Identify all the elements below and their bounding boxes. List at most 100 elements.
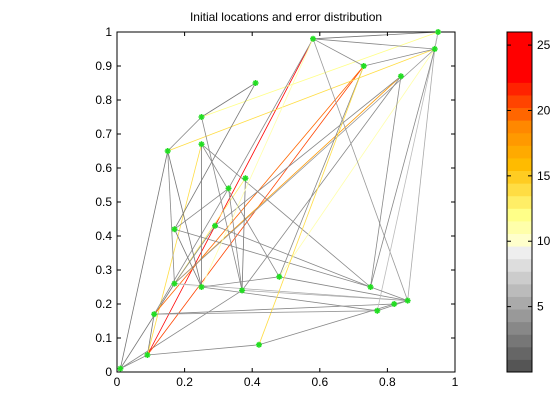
colorbar-segment: [507, 107, 532, 121]
data-point: [431, 46, 438, 52]
data-point-stroke: [198, 114, 205, 120]
data-point-stroke: [391, 301, 397, 307]
x-tick-label: 0.6: [311, 375, 328, 389]
edge-line: [201, 276, 280, 288]
edges: [119, 31, 439, 369]
edge-line: [201, 143, 280, 278]
colorbar-segment: [507, 246, 532, 260]
data-point: [360, 63, 367, 69]
data-point: [164, 148, 171, 154]
x-tick-label: 0.4: [244, 375, 261, 389]
colorbar-segment: [507, 69, 532, 83]
colorbar-box: [506, 31, 533, 373]
y-tick-label: 0.5: [95, 195, 112, 209]
x-tick-label: 1: [452, 375, 459, 389]
edge-line: [376, 31, 439, 311]
data-point-stroke: [405, 297, 411, 304]
edge-line: [167, 150, 175, 284]
data-point: [391, 301, 398, 307]
data-point-stroke: [171, 280, 178, 287]
y-tick-label: 0.9: [95, 59, 112, 73]
edge-line: [174, 75, 402, 284]
data-points: [117, 29, 442, 372]
data-point-stroke: [198, 284, 205, 290]
edge-line: [153, 188, 229, 315]
data-point: [276, 273, 283, 280]
data-point-stroke: [225, 185, 232, 192]
colorbar-segment: [507, 296, 532, 310]
edge-line: [174, 82, 256, 230]
data-point: [225, 185, 232, 192]
colorbar-segment: [507, 82, 532, 96]
data-point-stroke: [252, 80, 259, 86]
plot-area: 0 0.2 0.4 0.6 0.8 1 0 0.1 0.2 0.3 0.4 0.5 0.6 0.7 0.8 0…: [95, 25, 458, 389]
data-point: [117, 365, 124, 372]
data-point-stroke: [435, 29, 441, 35]
edge-line: [370, 286, 408, 301]
colorbar-segment: [507, 183, 532, 197]
colorbar-segment: [507, 359, 532, 373]
edge-line: [174, 283, 408, 301]
edge-line: [278, 65, 365, 277]
x-tick-label: 0.2: [176, 375, 193, 389]
edge-line: [147, 38, 314, 356]
edge-line: [147, 314, 155, 356]
data-point-stroke: [432, 46, 438, 52]
edge-line: [174, 225, 216, 284]
edge-line: [120, 290, 243, 369]
edge-line: [167, 116, 202, 152]
edge-line: [279, 276, 408, 301]
edge-line: [119, 150, 169, 369]
colorbar-segment: [507, 220, 532, 234]
edge-line: [258, 65, 365, 345]
edge-line: [228, 188, 243, 291]
data-point: [198, 141, 205, 148]
colorbar-segment: [507, 94, 532, 109]
data-point: [151, 311, 158, 318]
y-tick-label: 0.1: [95, 331, 112, 345]
data-point-stroke: [242, 175, 249, 181]
edge-line: [201, 143, 371, 288]
colorbar-segment: [507, 170, 532, 184]
colorbar-tick-label: 20: [537, 103, 551, 117]
edge-line: [313, 31, 439, 40]
data-point-stroke: [239, 287, 245, 294]
colorbar-segment: [507, 271, 532, 285]
y-tick-label: 0.7: [95, 127, 112, 141]
edge-line: [120, 283, 175, 369]
colorbar-tick-label: 15: [537, 169, 551, 183]
edge-line: [313, 38, 435, 50]
edge-line: [167, 150, 202, 288]
edge-line: [312, 38, 364, 67]
colorbar-tick-label: 10: [537, 234, 551, 248]
colorbar-segment: [507, 258, 532, 272]
data-point-stroke: [212, 223, 218, 229]
axes-background: [117, 32, 455, 372]
edge-line: [154, 310, 378, 315]
data-point: [212, 222, 219, 229]
x-tick-label: 0: [114, 375, 121, 389]
colorbar-segment: [507, 157, 532, 172]
data-point: [374, 307, 381, 314]
edge-line: [147, 144, 202, 356]
y-tick-label: 0.6: [95, 161, 112, 175]
colorbar-segment: [507, 120, 532, 134]
edge-line: [370, 76, 402, 288]
edge-line: [312, 38, 409, 301]
data-point-stroke: [276, 274, 282, 280]
data-point-stroke: [165, 148, 171, 154]
colorbar-tick-label: 25: [537, 38, 551, 52]
colorbar-segment: [507, 132, 532, 146]
y-tick-label: 0: [105, 365, 112, 379]
edge-line: [201, 38, 314, 288]
y-tick-label: 0.2: [95, 297, 112, 311]
data-point-stroke: [310, 36, 316, 42]
edge-line: [174, 48, 435, 284]
edge-line: [120, 354, 148, 369]
data-point-stroke: [398, 73, 404, 79]
colorbar: 5 10 15 20 25: [506, 31, 551, 373]
colorbar-segment: [507, 321, 532, 335]
colorbar-tick-label: 5: [537, 300, 544, 314]
data-point-stroke: [117, 365, 124, 372]
edge-line: [201, 286, 378, 312]
